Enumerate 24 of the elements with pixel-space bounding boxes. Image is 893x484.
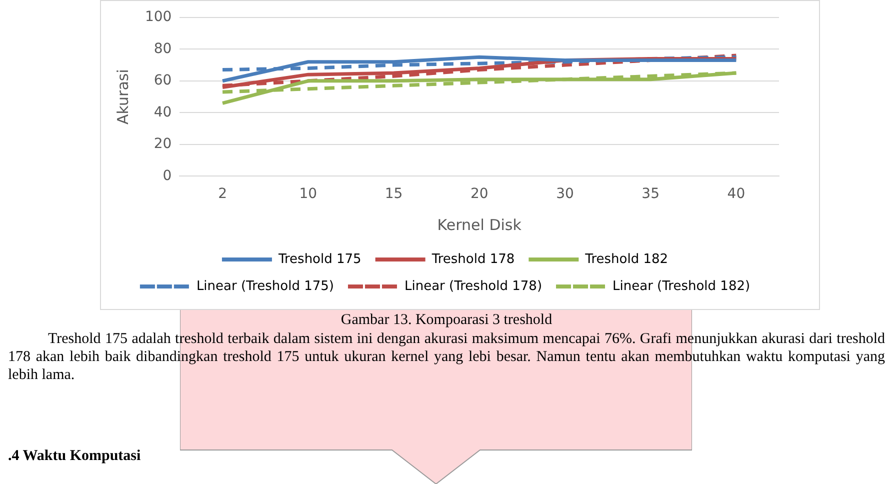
y-tick-label: 80 (154, 40, 172, 57)
x-tick-label: 30 (556, 186, 574, 202)
legend-label: Linear (Treshold 175) (196, 278, 334, 294)
x-tick-label: 2 (218, 186, 227, 202)
x-tick-label: 20 (470, 186, 488, 202)
legend-label: Linear (Treshold 182) (612, 278, 750, 294)
y-axis-title: Akurasi (114, 69, 132, 124)
y-tick-label: 60 (154, 72, 172, 89)
x-axis-title: Kernel Disk (437, 216, 522, 234)
x-tick-label: 10 (299, 186, 318, 202)
y-tick-label: 20 (154, 136, 172, 152)
text: Gambar 13. Kompoarasi 3 treshold (340, 312, 554, 329)
y-tick-label: 0 (162, 168, 172, 184)
y-tick-label: 40 (154, 104, 172, 120)
text: Treshold 175 adalah treshold terbaik dalam sistem ini dengan akurasi maksimum mencapai 76%. Grafi menunjukkan akurasi dari treshold 178 akan lebih baik dibandingkan treshold 175 untuk ukuran kernel yang lebi besar. Namun tentu akan membutuhkan waktu komputasi yang lebih lama. (8, 330, 885, 384)
x-tick-label: 40 (727, 186, 746, 202)
legend-label: Treshold 175 (277, 252, 362, 267)
legend-label: Linear (Treshold 178) (404, 278, 542, 294)
y-tick-label: 100 (144, 9, 172, 26)
x-tick-label: 15 (384, 186, 403, 202)
x-tick-label: 35 (642, 186, 660, 202)
legend-label: Treshold 178 (430, 252, 515, 267)
text: .4 Waktu Komputasi (8, 448, 141, 465)
legend-label: Treshold 182 (584, 252, 668, 267)
